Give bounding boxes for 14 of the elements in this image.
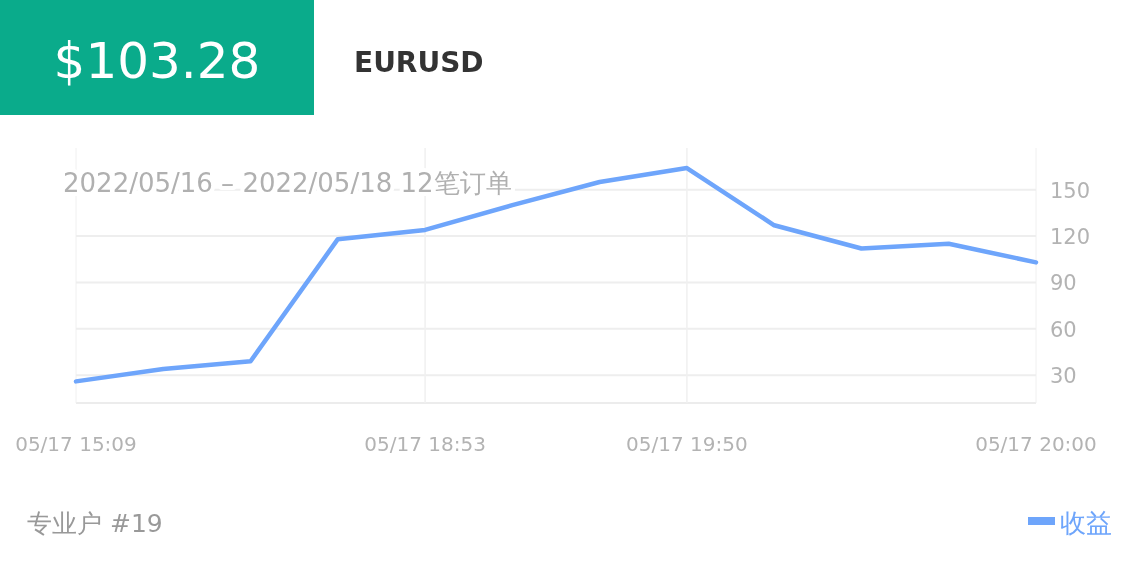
x-tick-label: 05/17 19:50 — [626, 432, 748, 456]
y-tick-label: 60 — [1050, 317, 1077, 342]
annotation: 2022/05/16 – 2022/05/18 12笔订单 — [63, 168, 512, 198]
y-tick-label: 90 — [1050, 271, 1077, 296]
x-tick-label: 05/17 18:53 — [364, 432, 486, 456]
chart-subtitle: EURUSD — [354, 46, 484, 79]
x-tick-label: 05/17 20:00 — [975, 432, 1097, 456]
chart-title: $103.28 — [53, 32, 261, 90]
y-tick-label: 150 — [1050, 178, 1091, 203]
x-tick-label: 05/17 15:09 — [15, 432, 137, 456]
legend-label: 收益 — [1060, 508, 1112, 538]
y-tick-label: 120 — [1050, 225, 1091, 250]
y-tick-label: 30 — [1050, 364, 1077, 389]
text: 专业户 #19 — [27, 509, 163, 538]
